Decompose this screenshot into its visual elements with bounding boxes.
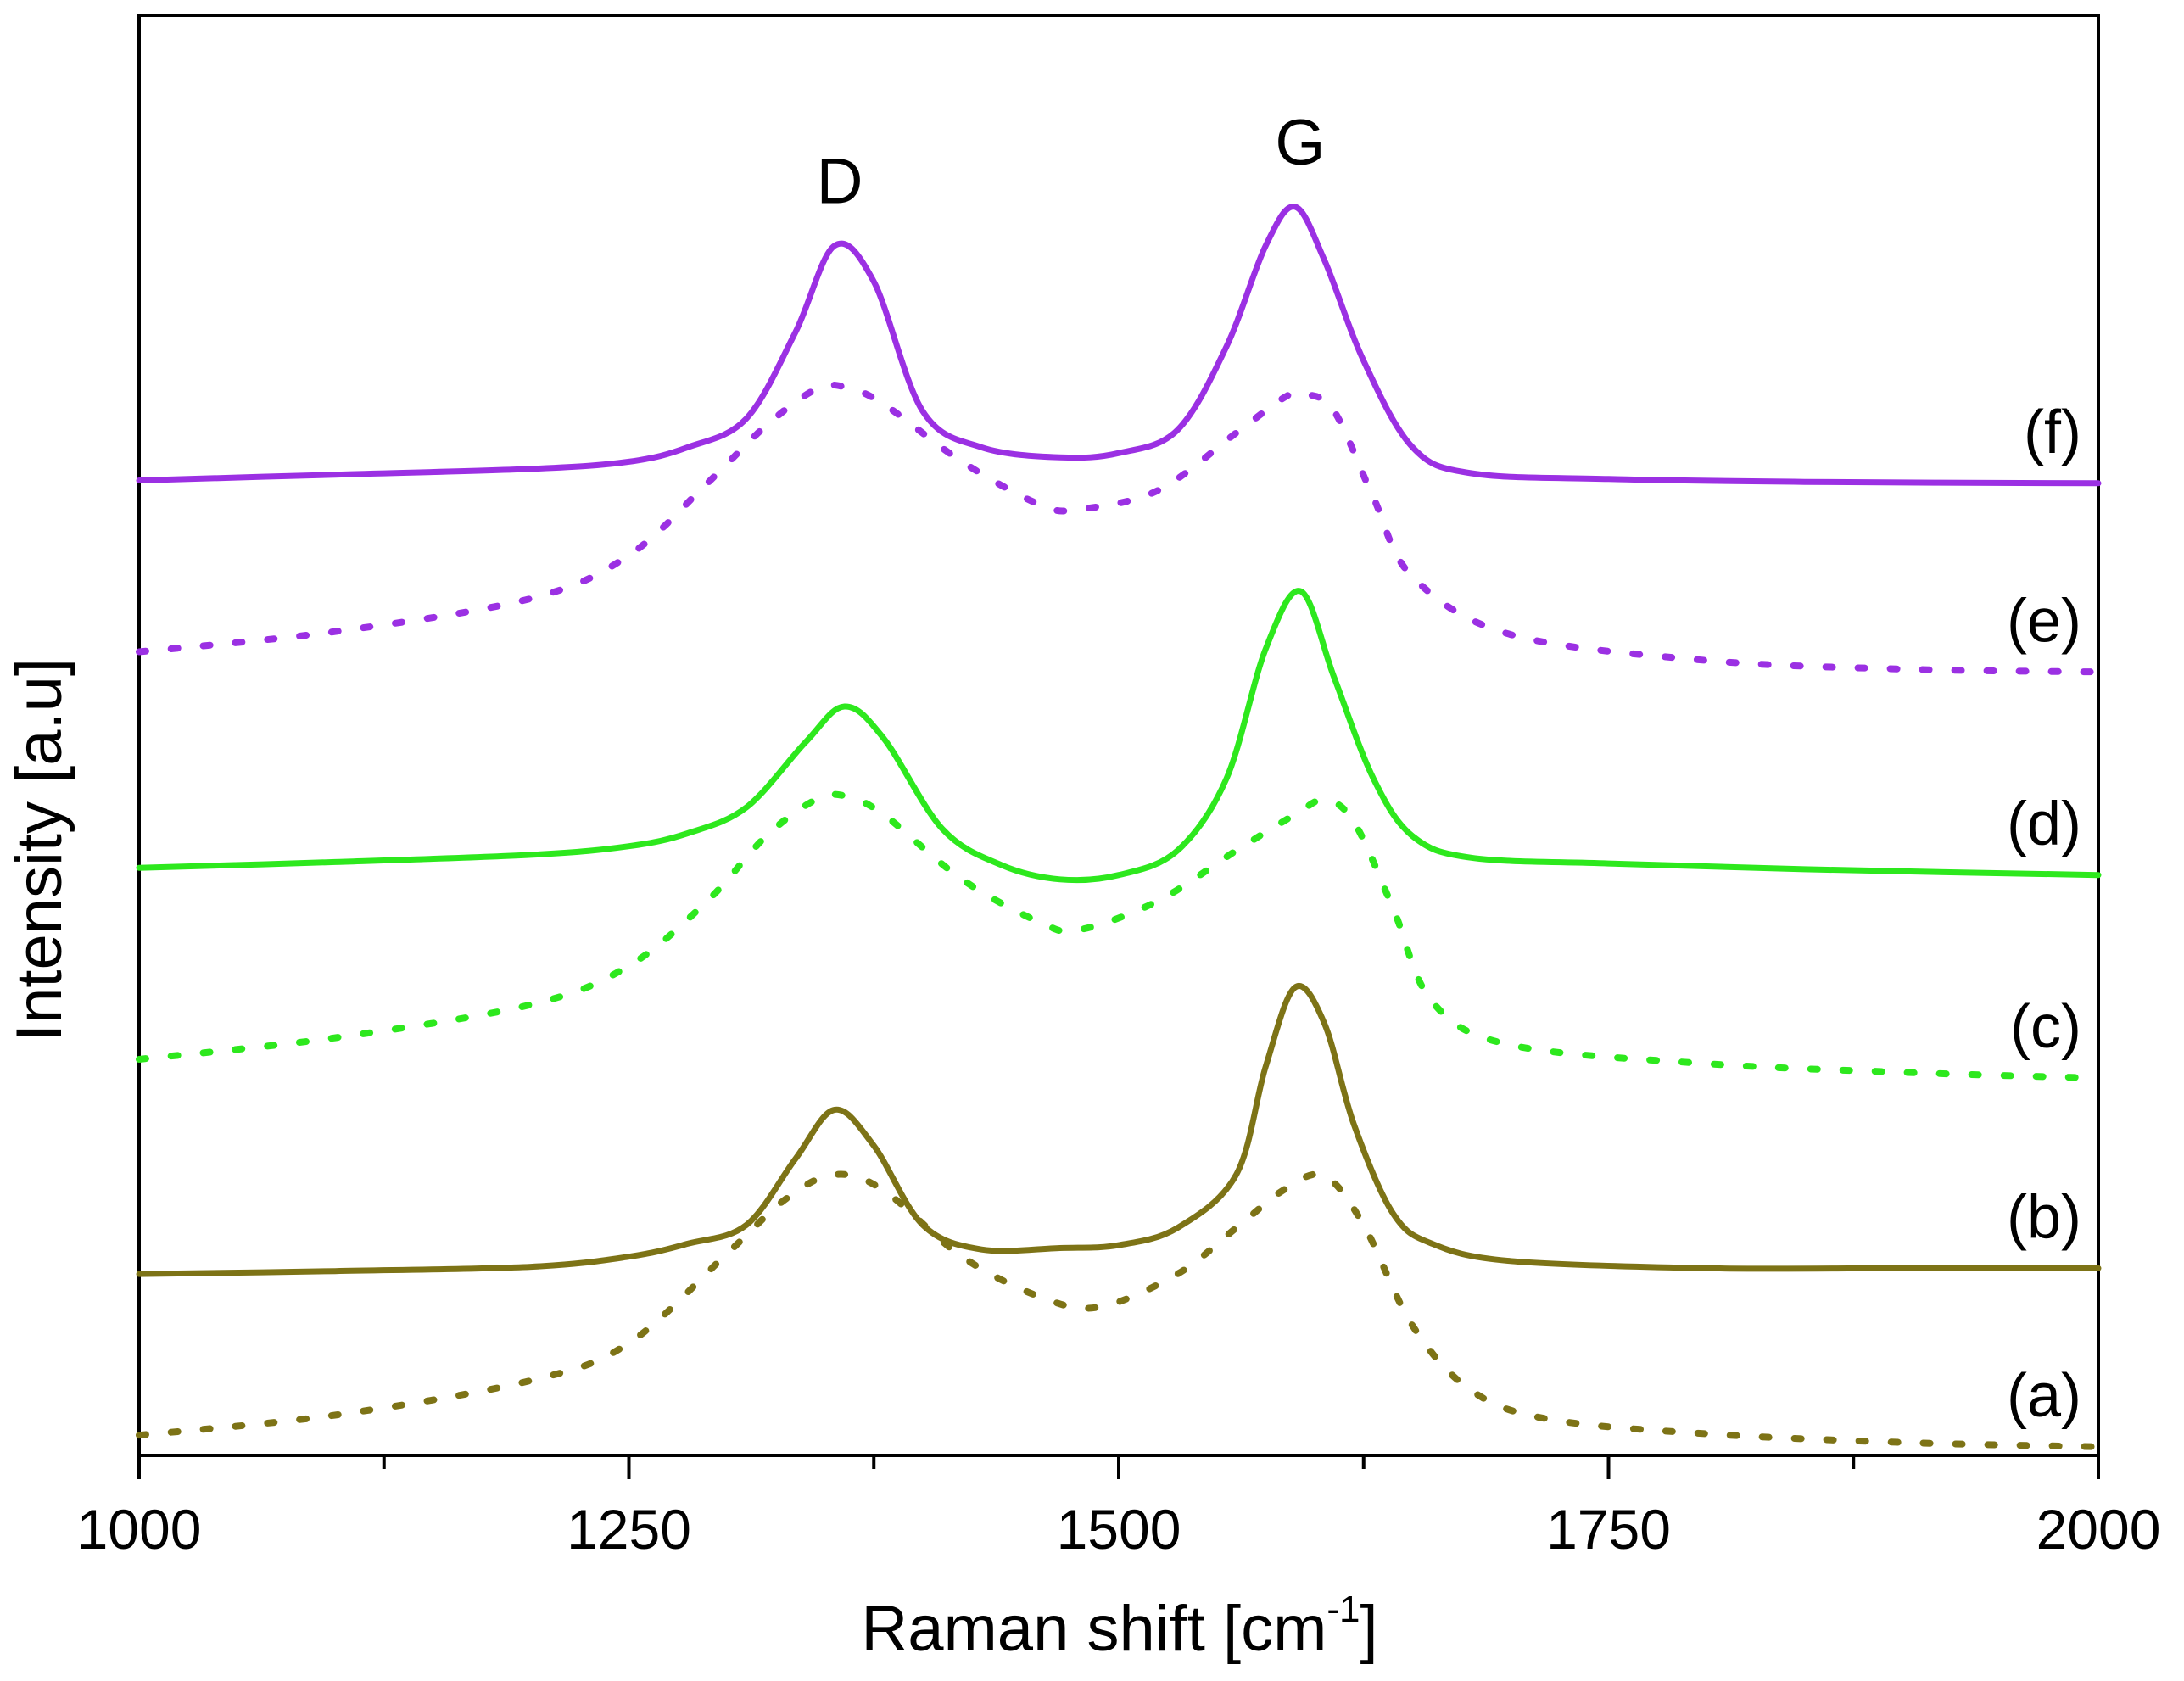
x-axis-title-suffix: ]	[1360, 1593, 1378, 1665]
series-label: (f)	[2024, 399, 2081, 466]
x-tick-label: 1250	[567, 1498, 691, 1561]
y-axis-title: Intensity [a.u]	[3, 658, 75, 1042]
x-axis-title: Raman shift [cm-1]	[861, 1589, 1377, 1665]
x-tick-label: 1750	[1546, 1498, 1671, 1561]
series-label: (c)	[2010, 993, 2081, 1061]
series-line-a	[136, 1170, 2102, 1450]
series-label: (b)	[2007, 1183, 2081, 1251]
series-label: (e)	[2007, 587, 2081, 655]
peak-label-D: D	[817, 146, 863, 218]
series-line-d	[136, 588, 2102, 884]
peak-label-G: G	[1275, 107, 1325, 179]
x-axis-title-superscript: -1	[1327, 1589, 1360, 1630]
x-tick-label: 1500	[1057, 1498, 1181, 1561]
x-axis-title-main: Raman shift [cm	[861, 1593, 1327, 1665]
chart-labels: 1000 1250 1500 1750 2000 (a) (b) (c) (d) (e) (f) D G	[77, 107, 2161, 1561]
series-label: (a)	[2007, 1362, 2081, 1430]
series-line-b	[136, 983, 2102, 1277]
plot-frame	[137, 14, 2100, 1457]
series-line-e	[136, 381, 2102, 676]
series-line-f	[136, 204, 2102, 487]
series-line-c	[136, 790, 2102, 1082]
x-tick-label: 2000	[2036, 1498, 2161, 1561]
spectra-lines	[136, 204, 2102, 1450]
series-label: (d)	[2007, 790, 2081, 858]
axis-ticks	[137, 1455, 2100, 1479]
x-tick-label: 1000	[77, 1498, 202, 1561]
